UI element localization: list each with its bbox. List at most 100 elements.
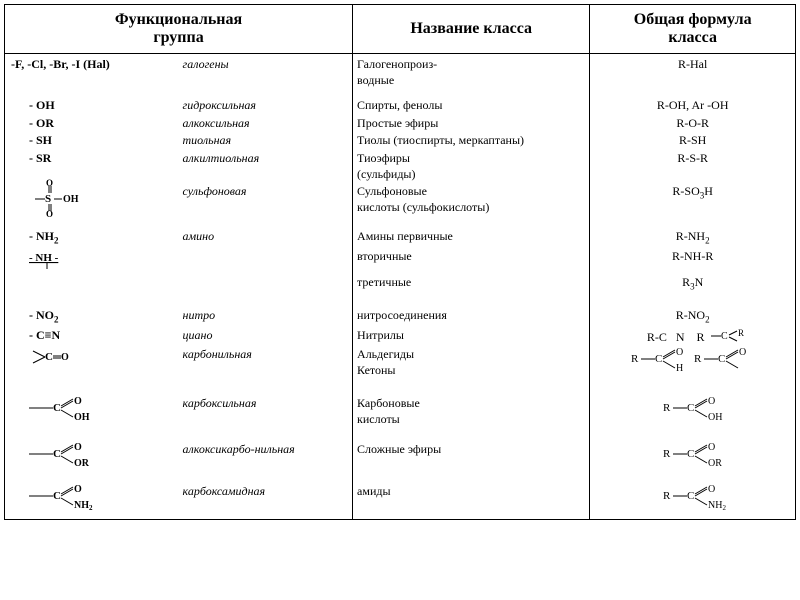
general-formula: R-NH2 bbox=[590, 228, 796, 248]
svg-text:R: R bbox=[694, 353, 702, 365]
group-name: нитро bbox=[179, 307, 353, 327]
svg-text:C: C bbox=[53, 448, 61, 460]
group-name: тиольная bbox=[179, 132, 353, 150]
class-name: Нитрилы bbox=[353, 327, 590, 347]
svg-text:O: O bbox=[708, 484, 715, 495]
group-name: сульфоновая bbox=[179, 183, 353, 220]
group-symbol: SOOOH bbox=[5, 183, 179, 220]
general-formula: R-O-R bbox=[590, 115, 796, 133]
svg-text:C: C bbox=[721, 331, 728, 342]
class-name: Сульфоновыекислоты (сульфокислоты) bbox=[353, 183, 590, 220]
table-row: COOHкарбоксильнаяКарбоновыекислотыRCOOH bbox=[5, 395, 796, 428]
group-symbol: - SH bbox=[5, 132, 179, 150]
group-name: алкилтиольная bbox=[179, 150, 353, 183]
svg-text:C: C bbox=[718, 353, 725, 365]
table-row: - NH - вторичныеR-NH-R bbox=[5, 248, 796, 275]
class-name: Сложные эфиры bbox=[353, 441, 590, 472]
class-name: АльдегидыКетоны bbox=[353, 346, 590, 379]
svg-text:O: O bbox=[74, 484, 82, 495]
general-formula: RCOOH bbox=[590, 395, 796, 428]
class-name: вторичные bbox=[353, 248, 590, 275]
svg-text:C: C bbox=[53, 490, 61, 502]
svg-text:- NH -: - NH - bbox=[29, 252, 59, 264]
general-formula: R-Hal bbox=[590, 54, 796, 90]
class-name: Простые эфиры bbox=[353, 115, 590, 133]
group-name bbox=[179, 274, 353, 294]
table-row: - ORалкоксильнаяПростые эфирыR-O-R bbox=[5, 115, 796, 133]
svg-text:R: R bbox=[663, 448, 671, 460]
group-name: алкоксильная bbox=[179, 115, 353, 133]
general-formula: R-SO3H bbox=[590, 183, 796, 220]
svg-text:OR: OR bbox=[708, 458, 722, 469]
class-name: Тиолы (тиоспирты, меркаптаны) bbox=[353, 132, 590, 150]
class-name: амиды bbox=[353, 483, 590, 519]
general-formula: R-SH bbox=[590, 132, 796, 150]
svg-text:C: C bbox=[687, 490, 694, 502]
table-row: - SHтиольнаяТиолы (тиоспирты, меркаптаны… bbox=[5, 132, 796, 150]
svg-text:S: S bbox=[45, 193, 51, 205]
svg-text:C: C bbox=[687, 448, 694, 460]
class-name: Карбоновыекислоты bbox=[353, 395, 590, 428]
svg-text:R: R bbox=[663, 402, 671, 414]
group-symbol: - NO2 bbox=[5, 307, 179, 327]
svg-text:O: O bbox=[708, 442, 715, 453]
table-row: -F, -Cl, -Br, -I (Hal)галогеныГалогенопр… bbox=[5, 54, 796, 90]
group-symbol: - OR bbox=[5, 115, 179, 133]
table-row: CONH2карбоксамиднаяамидыRCONH2 bbox=[5, 483, 796, 519]
class-name: третичные bbox=[353, 274, 590, 294]
table-row: - NH2аминоАмины первичныеR-NH2 bbox=[5, 228, 796, 248]
general-formula: R3N bbox=[590, 274, 796, 294]
table-row: - C≡NцианоНитрилыR-C N RCR bbox=[5, 327, 796, 347]
table-row: - SRалкилтиольнаяТиоэфиры(сульфиды)R-S-R bbox=[5, 150, 796, 183]
class-name: Спирты, фенолы bbox=[353, 97, 590, 115]
group-name: гидроксильная bbox=[179, 97, 353, 115]
svg-text:O: O bbox=[61, 352, 69, 363]
class-name: Галогенопроиз-водные bbox=[353, 54, 590, 90]
group-name: галогены bbox=[179, 54, 353, 90]
svg-text:C: C bbox=[53, 402, 61, 414]
svg-text:O: O bbox=[46, 209, 53, 219]
general-formula: R C O OR bbox=[590, 441, 796, 472]
table-row: - NO2нитронитросоединенияR-NO2 bbox=[5, 307, 796, 327]
svg-text:O: O bbox=[74, 442, 82, 453]
svg-text:R: R bbox=[738, 328, 744, 338]
svg-text:OR: OR bbox=[74, 458, 90, 469]
table-row: - OHгидроксильнаяСпирты, фенолыR-OH, Ar … bbox=[5, 97, 796, 115]
group-symbol: - SR bbox=[5, 150, 179, 183]
svg-text:H: H bbox=[676, 363, 683, 374]
class-name: Тиоэфиры(сульфиды) bbox=[353, 150, 590, 183]
group-symbol: - OH bbox=[5, 97, 179, 115]
class-name: нитросоединения bbox=[353, 307, 590, 327]
svg-text:C: C bbox=[687, 402, 694, 414]
group-symbol: C O OR bbox=[5, 441, 179, 472]
group-name: амино bbox=[179, 228, 353, 248]
table-row: COкарбонильнаяАльдегидыКетоныRCOH RCO bbox=[5, 346, 796, 379]
svg-text:O: O bbox=[74, 396, 82, 407]
group-name: карбоксильная bbox=[179, 395, 353, 428]
group-symbol: - NH - bbox=[5, 248, 179, 275]
svg-text:NH2: NH2 bbox=[708, 500, 726, 512]
general-formula: R-OH, Ar -OH bbox=[590, 97, 796, 115]
group-name: карбонильная bbox=[179, 346, 353, 379]
svg-text:O: O bbox=[676, 347, 683, 358]
table-row: SOOOHсульфоноваяСульфоновыекислоты (суль… bbox=[5, 183, 796, 220]
table-row: COORалкоксикарбо-нильнаяСложные эфирыRCO… bbox=[5, 441, 796, 472]
general-formula: R-NH-R bbox=[590, 248, 796, 275]
svg-text:C: C bbox=[655, 353, 662, 365]
group-name bbox=[179, 248, 353, 275]
header-group: Функциональнаягруппа bbox=[5, 5, 353, 54]
header-class: Название класса bbox=[353, 5, 590, 54]
general-formula: R-NO2 bbox=[590, 307, 796, 327]
svg-text:O: O bbox=[46, 178, 53, 188]
group-name: карбоксамидная bbox=[179, 483, 353, 519]
header-formula: Общая формулакласса bbox=[590, 5, 796, 54]
group-name: циано bbox=[179, 327, 353, 347]
svg-text:O: O bbox=[708, 396, 715, 407]
header-row: Функциональнаягруппа Название класса Общ… bbox=[5, 5, 796, 54]
class-name: Амины первичные bbox=[353, 228, 590, 248]
functional-groups-table: Функциональнаягруппа Название класса Общ… bbox=[4, 4, 796, 520]
group-symbol bbox=[5, 274, 179, 294]
general-formula: R-C N RCR bbox=[590, 327, 796, 347]
general-formula: R-S-R bbox=[590, 150, 796, 183]
group-symbol: - C≡N bbox=[5, 327, 179, 347]
